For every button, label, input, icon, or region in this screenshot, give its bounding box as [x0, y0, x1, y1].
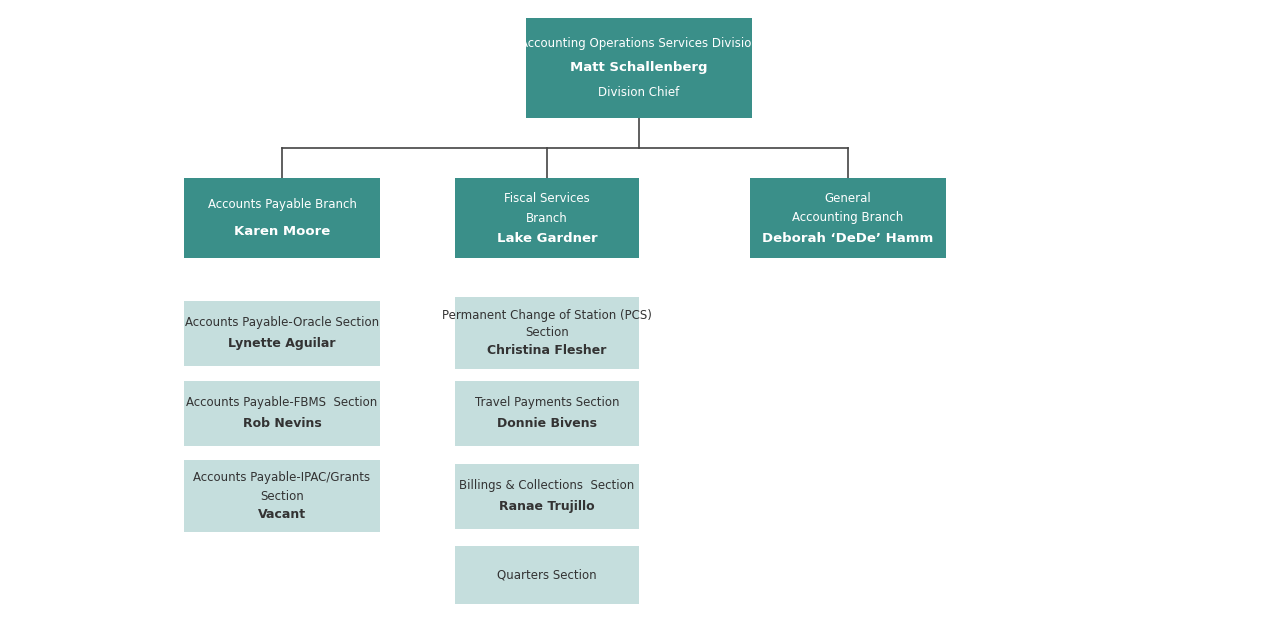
- FancyBboxPatch shape: [455, 297, 639, 369]
- Text: Rob Nevins: Rob Nevins: [243, 417, 321, 430]
- Text: Accounts Payable-Oracle Section: Accounts Payable-Oracle Section: [185, 316, 380, 328]
- Text: Fiscal Services: Fiscal Services: [504, 191, 590, 205]
- Text: Quarters Section: Quarters Section: [497, 569, 597, 581]
- Text: Section: Section: [261, 489, 304, 503]
- FancyBboxPatch shape: [455, 463, 639, 529]
- Text: Lake Gardner: Lake Gardner: [497, 231, 597, 245]
- Text: Matt Schallenberg: Matt Schallenberg: [570, 61, 708, 75]
- Text: Branch: Branch: [527, 212, 567, 224]
- FancyBboxPatch shape: [750, 178, 946, 258]
- FancyBboxPatch shape: [455, 178, 639, 258]
- Text: Accounts Payable Branch: Accounts Payable Branch: [207, 198, 357, 211]
- FancyBboxPatch shape: [184, 460, 380, 532]
- Text: Karen Moore: Karen Moore: [234, 225, 330, 238]
- FancyBboxPatch shape: [184, 380, 380, 446]
- Text: General: General: [824, 191, 872, 205]
- Text: Travel Payments Section: Travel Payments Section: [474, 396, 620, 409]
- FancyBboxPatch shape: [455, 380, 639, 446]
- Text: Ranae Trujillo: Ranae Trujillo: [500, 500, 594, 514]
- Text: Section: Section: [525, 327, 569, 339]
- Text: Permanent Change of Station (PCS): Permanent Change of Station (PCS): [442, 309, 652, 321]
- Text: Christina Flesher: Christina Flesher: [487, 344, 607, 358]
- Text: Donnie Bivens: Donnie Bivens: [497, 417, 597, 430]
- Text: Lynette Aguilar: Lynette Aguilar: [229, 337, 336, 351]
- Text: Accounts Payable-IPAC/Grants: Accounts Payable-IPAC/Grants: [193, 472, 371, 484]
- FancyBboxPatch shape: [527, 18, 751, 118]
- FancyBboxPatch shape: [455, 546, 639, 604]
- Text: Accounts Payable-FBMS  Section: Accounts Payable-FBMS Section: [187, 396, 377, 409]
- FancyBboxPatch shape: [184, 178, 380, 258]
- Text: Vacant: Vacant: [258, 507, 305, 521]
- Text: Billings & Collections  Section: Billings & Collections Section: [459, 479, 635, 491]
- Text: Accounting Operations Services Division: Accounting Operations Services Division: [520, 37, 758, 49]
- Text: Accounting Branch: Accounting Branch: [792, 212, 904, 224]
- FancyBboxPatch shape: [184, 301, 380, 365]
- Text: Division Chief: Division Chief: [598, 86, 680, 100]
- Text: Deborah ‘DeDe’ Hamm: Deborah ‘DeDe’ Hamm: [763, 231, 934, 245]
